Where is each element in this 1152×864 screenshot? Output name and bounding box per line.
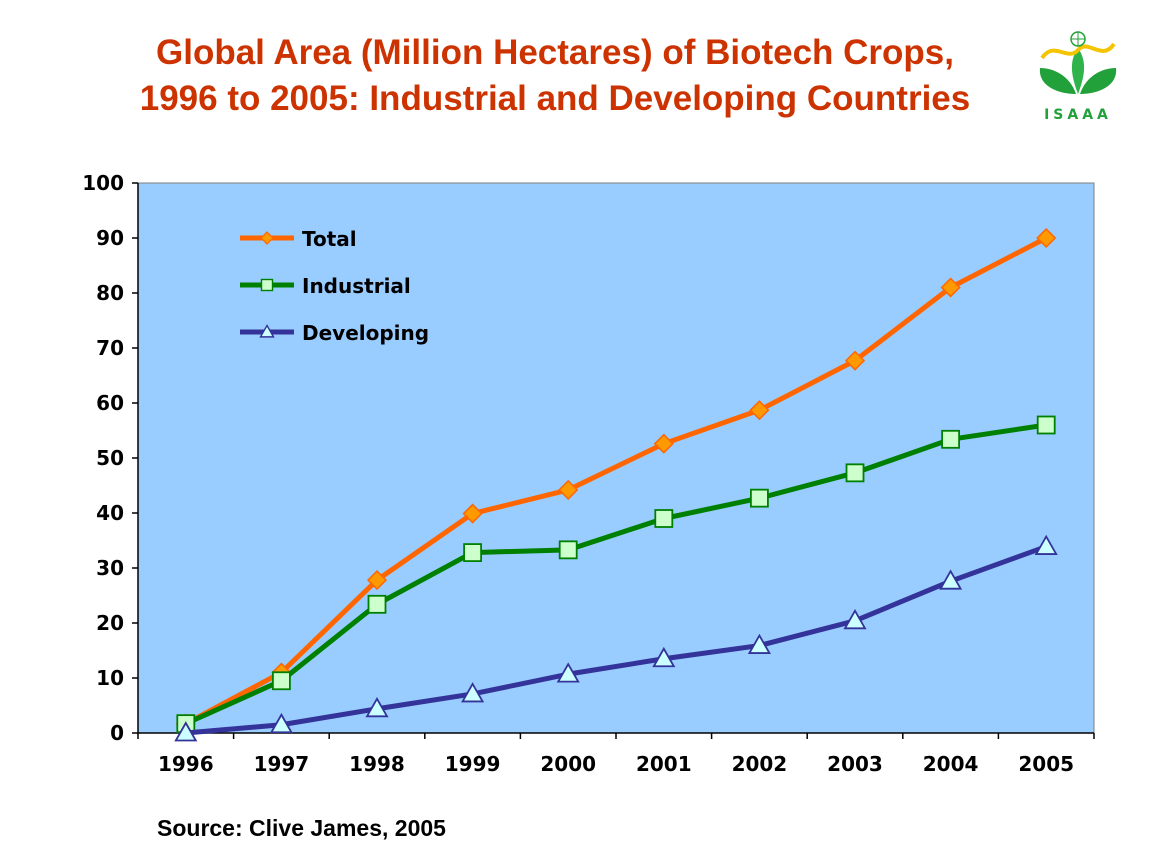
- x-tick-label: 2004: [923, 752, 979, 776]
- series-developing: [174, 534, 1058, 742]
- y-tick-label: 10: [96, 666, 124, 690]
- data-point: [367, 594, 387, 614]
- isaaa-logo: ISAAA: [1039, 31, 1117, 123]
- plot-area: [137, 182, 1095, 734]
- legend-item: Developing: [240, 321, 429, 345]
- data-point: [366, 570, 388, 591]
- legend-label: Industrial: [302, 274, 411, 298]
- data-point: [556, 662, 580, 683]
- y-tick-label: 90: [96, 226, 124, 250]
- legend-marker: [260, 278, 274, 292]
- y-tick-label: 30: [96, 556, 124, 580]
- series-line: [185, 544, 1048, 736]
- series-industrial: [176, 415, 1056, 734]
- y-tick-label: 40: [96, 501, 124, 525]
- y-tick-label: 80: [96, 281, 124, 305]
- data-point: [654, 509, 674, 528]
- y-tick-label: 0: [110, 721, 124, 745]
- legend-item: Total: [240, 227, 357, 251]
- data-point: [1036, 415, 1056, 435]
- source-note: Source: Clive James, 2005: [157, 815, 446, 841]
- x-tick-label: 2000: [540, 752, 596, 776]
- x-tick-label: 2001: [636, 752, 692, 776]
- y-tick-label: 100: [82, 171, 124, 195]
- y-tick-label: 20: [96, 611, 124, 635]
- x-tick-label: 1999: [445, 752, 501, 776]
- series-layer: [174, 227, 1058, 742]
- data-point: [558, 479, 579, 500]
- data-point: [845, 463, 865, 483]
- y-tick-label: 50: [96, 446, 124, 470]
- data-point: [653, 433, 674, 454]
- data-point: [844, 350, 866, 371]
- data-point: [461, 682, 485, 703]
- x-tick-label: 2003: [827, 752, 883, 776]
- data-point: [365, 696, 389, 718]
- x-tick-label: 2002: [732, 752, 788, 776]
- data-point: [463, 543, 483, 562]
- data-point: [749, 400, 770, 421]
- data-point: [269, 712, 293, 734]
- data-point: [843, 608, 867, 630]
- x-tick-label: 2005: [1018, 752, 1074, 776]
- y-tick-label: 70: [96, 336, 124, 360]
- data-point: [271, 671, 291, 691]
- data-point: [558, 540, 578, 560]
- legend: Total Industrial Developing: [240, 227, 429, 345]
- line-chart: 0 10 20 30 40 50 60 70 80 90 100 1996 1997 1998 1999 20…: [82, 171, 1095, 776]
- axes: 0 10 20 30 40 50 60 70 80 90 100 1996 1997 1998 1999 20…: [82, 171, 1095, 776]
- data-point: [940, 277, 961, 298]
- series-line: [184, 422, 1047, 726]
- data-point: [1036, 227, 1057, 249]
- legend-label: Developing: [302, 321, 429, 345]
- data-point: [750, 488, 769, 508]
- x-tick-label: 1997: [254, 752, 310, 776]
- isaaa-leaf-icon: [1039, 31, 1117, 94]
- legend-marker: [259, 324, 275, 338]
- data-point: [174, 721, 198, 742]
- chart-title: Global Area (Million Hectares) of Biotec…: [139, 33, 971, 118]
- data-point: [652, 646, 676, 668]
- y-tick-label: 60: [96, 391, 124, 415]
- legend-marker: [260, 231, 274, 245]
- data-point: [1034, 534, 1058, 555]
- x-tick-label: 1998: [349, 752, 405, 776]
- series-line: [184, 235, 1048, 726]
- data-point: [747, 633, 771, 654]
- logo-text: ISAAA: [1044, 107, 1112, 123]
- data-point: [939, 569, 963, 590]
- data-point: [941, 429, 960, 449]
- data-point: [462, 503, 483, 524]
- legend-item: Industrial: [240, 274, 411, 298]
- legend-label: Total: [302, 227, 357, 251]
- x-tick-label: 1996: [158, 752, 214, 776]
